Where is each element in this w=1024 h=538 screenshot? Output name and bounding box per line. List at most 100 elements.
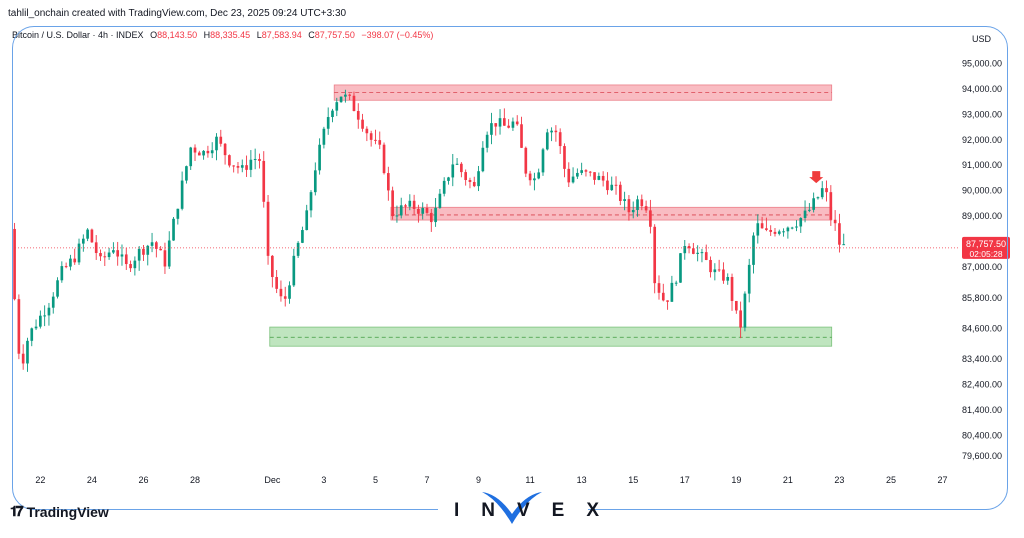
candle-body[interactable] [571,176,575,183]
candle-body[interactable] [593,172,596,180]
candle-body[interactable] [597,175,601,180]
candle-body[interactable] [558,132,562,147]
candle-body[interactable] [687,246,691,249]
candle-body[interactable] [133,260,137,269]
candle-body[interactable] [790,227,794,229]
candle-body[interactable] [584,170,588,172]
candle-body[interactable] [477,171,480,187]
candle-body[interactable] [253,158,257,160]
candle-body[interactable] [236,166,240,168]
candle-body[interactable] [481,147,485,172]
candle-body[interactable] [99,253,102,257]
resistance-zone-1[interactable] [390,206,833,221]
candle-body[interactable] [541,149,545,173]
candle-body[interactable] [13,228,16,300]
time-axis[interactable]: 22 24 26 28 Dec 3 5 7 9 11 13 15 17 19 21 23 25 27 [35,475,947,485]
candle-body[interactable] [369,133,373,140]
candle-body[interactable] [129,264,132,269]
candle-body[interactable] [150,242,154,246]
candle-body[interactable] [765,228,768,230]
candle-body[interactable] [644,206,648,211]
candle-body[interactable] [352,95,356,111]
candle-body[interactable] [623,199,626,201]
candle-body[interactable] [554,130,558,133]
candle-body[interactable] [734,300,738,311]
candle-body[interactable] [653,226,657,284]
candle-body[interactable] [786,227,790,232]
candle-body[interactable] [657,283,661,293]
candle-body[interactable] [717,269,721,271]
candle-body[interactable] [283,296,287,299]
support-zone-2[interactable] [269,326,833,347]
candle-body[interactable] [210,150,214,154]
candle-body[interactable] [124,254,128,265]
candle-body[interactable] [378,140,382,145]
candle-body[interactable] [399,205,403,216]
candle-body[interactable] [142,248,145,255]
candle-body[interactable] [464,172,467,180]
candle-body[interactable] [301,230,304,243]
candle-body[interactable] [838,223,841,245]
candle-body[interactable] [760,223,764,229]
candle-body[interactable] [618,184,622,201]
candle-body[interactable] [189,147,193,167]
candle-body[interactable] [773,231,777,234]
candle-body[interactable] [408,200,412,207]
candle-body[interactable] [271,255,274,278]
candle-body[interactable] [172,218,175,241]
candle-body[interactable] [26,340,29,364]
candle-body[interactable] [51,296,55,308]
candle-body[interactable] [288,285,291,299]
candle-body[interactable] [812,198,815,210]
candle-body[interactable] [739,310,742,328]
candle-body[interactable] [460,163,463,173]
candle-body[interactable] [64,266,68,268]
candle-body[interactable] [73,258,77,263]
price-axis[interactable]: USD 95,000.00 94,000.00 93,000.00 92,000.00… [962,34,1010,461]
candle-body[interactable] [185,166,188,181]
candle-body[interactable] [322,128,326,145]
candle-body[interactable] [696,252,699,254]
candle-body[interactable] [636,199,639,211]
candle-body[interactable] [842,244,846,246]
candle-body[interactable] [30,328,34,341]
candle-body[interactable] [335,102,339,111]
candle-body[interactable] [429,212,433,223]
candle-body[interactable] [262,160,266,202]
candle-body[interactable] [215,136,218,151]
candle-body[interactable] [348,94,352,96]
candle-body[interactable] [649,210,652,227]
candle-body[interactable] [425,208,429,213]
candle-body[interactable] [318,144,321,171]
candle-body[interactable] [34,326,38,329]
candle-body[interactable] [545,132,549,150]
candle-body[interactable] [666,300,669,302]
candle-body[interactable] [120,254,124,257]
candle-body[interactable] [563,146,566,169]
candle-body[interactable] [777,231,781,234]
candle-body[interactable] [451,164,455,178]
candle-body[interactable] [743,293,747,328]
candle-body[interactable] [627,199,631,213]
candle-body[interactable] [726,277,730,281]
candle-body[interactable] [485,134,489,148]
candle-body[interactable] [47,307,51,316]
candle-body[interactable] [606,180,609,191]
candle-body[interactable] [81,238,85,244]
candle-body[interactable] [631,210,635,213]
candle-body[interactable] [640,199,644,207]
candle-body[interactable] [258,158,261,161]
candle-body[interactable] [825,188,828,193]
candle-body[interactable] [391,190,394,217]
candle-body[interactable] [498,118,502,127]
candle-body[interactable] [21,353,25,364]
candle-body[interactable] [524,147,528,174]
candle-body[interactable] [601,175,605,181]
candle-body[interactable] [747,264,751,294]
candle-body[interactable] [112,250,115,253]
candle-body[interactable] [511,121,515,128]
candle-body[interactable] [494,123,498,127]
candle-body[interactable] [292,255,296,286]
candle-body[interactable] [356,110,360,120]
